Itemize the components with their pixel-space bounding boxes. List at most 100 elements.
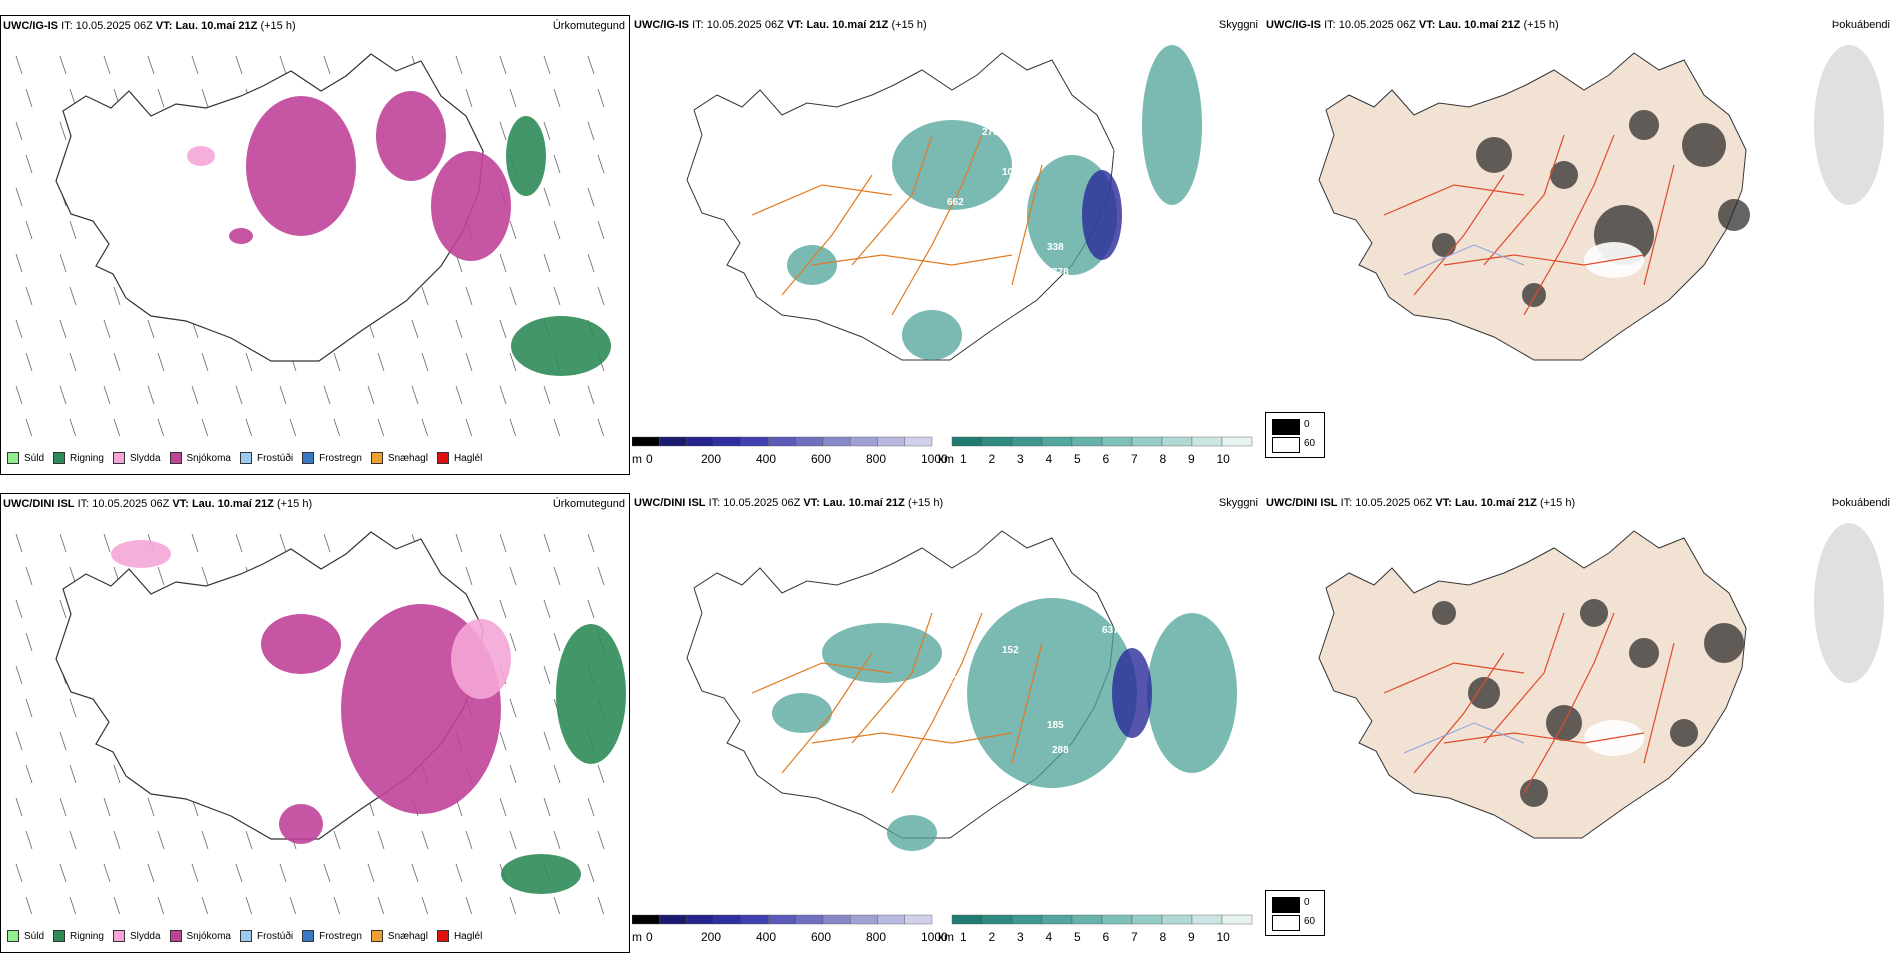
wind-barb	[147, 55, 155, 75]
wind-barb	[455, 863, 463, 883]
iceland-outline	[686, 52, 1115, 361]
cloud-base-label: 338	[992, 555, 1009, 566]
wind-barb	[543, 187, 551, 207]
wind-barb	[25, 632, 33, 652]
wind-barb	[323, 533, 331, 553]
cloud-base-label: 778	[1052, 267, 1069, 278]
wind-barb	[587, 187, 595, 207]
legend-item: Haglél	[436, 930, 482, 942]
wind-barb	[279, 55, 287, 75]
wind-barb	[279, 385, 287, 405]
legend-item: Snæhagl	[370, 452, 428, 464]
wind-barb	[465, 286, 473, 306]
iceland-outline	[1318, 52, 1747, 361]
legend-item: Rigning	[53, 452, 104, 464]
wind-barb	[279, 533, 287, 553]
wind-barb	[499, 319, 507, 339]
road-line	[1643, 164, 1675, 286]
legend-item: Snjókoma	[169, 452, 231, 464]
legend-label: Súld	[24, 452, 45, 464]
precip-area	[279, 804, 323, 844]
wind-barb	[245, 418, 253, 436]
fog-spot	[1704, 623, 1744, 663]
wind-barb	[15, 863, 23, 883]
wind-barb	[543, 253, 551, 273]
legend-swatch	[302, 452, 315, 464]
colorbar-m-tick: 0	[646, 930, 653, 944]
wind-barb	[411, 863, 419, 883]
legend-swatch	[239, 452, 252, 464]
fog-spot	[1718, 199, 1750, 231]
road-line	[1383, 184, 1525, 216]
road-line	[851, 134, 933, 266]
wind-barb	[235, 863, 243, 883]
colorbar-m-cell	[768, 436, 796, 447]
precip-area	[111, 540, 171, 568]
wind-barb	[509, 352, 517, 372]
cloud-base-label: 100	[932, 865, 949, 876]
colorbar-km-cell	[1221, 436, 1253, 447]
colorbar-m-cell	[877, 914, 905, 925]
colorbar-km-tick: 3	[1017, 452, 1024, 466]
colorbar-m-cell	[686, 914, 715, 925]
colorbar-km-cell	[1131, 914, 1163, 925]
wind-barb	[553, 566, 561, 586]
wind-barb	[279, 863, 287, 883]
colorbar-m-tick: 800	[866, 930, 886, 944]
wind-barb	[377, 830, 385, 850]
field-title: Úrkomutegund	[552, 498, 625, 510]
colorbar-km-cell	[1041, 436, 1073, 447]
wind-barb	[59, 731, 67, 751]
wind-barb	[543, 797, 551, 817]
cloud-area	[902, 310, 962, 360]
wind-barb	[499, 797, 507, 817]
wind-barb	[69, 764, 77, 784]
wind-barb	[113, 286, 121, 306]
wind-barb	[509, 632, 517, 652]
precip-area	[229, 228, 253, 244]
legend-swatch	[370, 930, 383, 942]
legend-swatch	[112, 452, 125, 464]
wind-barb	[587, 797, 595, 817]
fog-spot	[1476, 137, 1512, 173]
fog-map	[1318, 523, 1884, 839]
panel-header: UWC/DINI ISL IT: 10.05.2025 06Z VT: Lau.…	[1266, 497, 1576, 509]
precip-area	[501, 854, 581, 894]
cloud-panel-top: UWC/IG-IS IT: 10.05.2025 06Z VT: Lau. 10…	[632, 15, 1262, 475]
legend-label: Rigning	[70, 452, 104, 464]
wind-barb	[367, 863, 375, 883]
wind-barb	[499, 55, 507, 75]
colorbar-km-tick: 6	[1103, 930, 1110, 944]
fog-panel-bottom: UWC/DINI ISL IT: 10.05.2025 06Z VT: Lau.…	[1264, 493, 1894, 953]
wind-barb	[59, 797, 67, 817]
legend-swatch	[53, 452, 66, 464]
wind-barb	[15, 533, 23, 553]
wind-barb	[69, 220, 77, 240]
colorbar-m-cell	[713, 436, 742, 447]
wind-barb	[235, 385, 243, 405]
wind-barb	[323, 55, 331, 75]
road-line	[1011, 164, 1043, 286]
legend-item: Frostregn	[302, 930, 362, 942]
cloud-base-label: 275	[982, 127, 999, 138]
colorbar-m-cell	[904, 436, 933, 447]
colorbar-m-cell	[849, 914, 878, 925]
legend-label: Frostúði	[256, 452, 294, 464]
wind-barb	[147, 319, 155, 339]
legend-label: Rigning	[70, 930, 104, 942]
colorbar-m-unit: m	[632, 930, 642, 944]
fog-spot	[1670, 719, 1698, 747]
wind-barb	[59, 253, 67, 273]
wind-barb	[69, 830, 77, 850]
panel-header: UWC/DINI ISL IT: 10.05.2025 06Z VT: Lau.…	[634, 497, 944, 509]
colorbar-m-cell	[713, 914, 742, 925]
wind-barb	[323, 385, 331, 405]
fog-map	[1318, 45, 1884, 361]
cloud-base-label: 551	[1102, 147, 1119, 158]
legend-label: Snæhagl	[387, 452, 428, 464]
wind-barb	[15, 731, 23, 751]
colorbar-m-tick: 800	[866, 452, 886, 466]
cloud-base-label: 225	[947, 675, 964, 686]
wind-barb	[201, 566, 209, 586]
wind-barb	[201, 352, 209, 372]
